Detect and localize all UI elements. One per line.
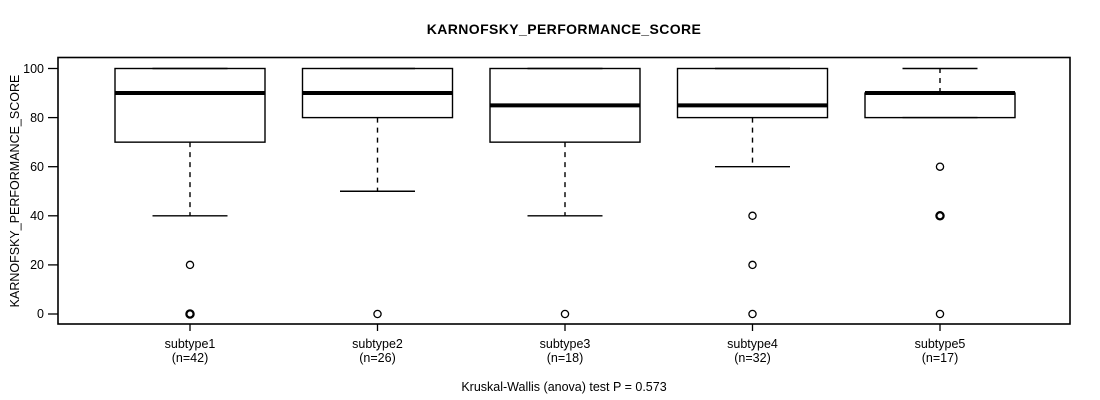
y-tick-label: 60 xyxy=(30,159,44,174)
outlier-point xyxy=(748,309,757,319)
iqr-box xyxy=(114,67,266,143)
outlier-point xyxy=(185,260,195,270)
x-group-name: subtype1 xyxy=(164,337,216,351)
outlier-point xyxy=(935,211,945,221)
plot-frame xyxy=(57,56,1071,325)
x-group-label-subtype2: subtype2 (n=26) xyxy=(303,337,453,365)
x-group-n: (n=32) xyxy=(734,351,771,365)
y-tick-label: 0 xyxy=(37,307,44,321)
outlier-point xyxy=(935,309,945,319)
kruskal-wallis-annotation: Kruskal-Wallis (anova) test P = 0.573 xyxy=(461,380,667,394)
boxplot-subtype3 xyxy=(489,67,641,331)
x-group-name: subtype2 xyxy=(352,337,403,351)
outlier-point xyxy=(935,162,945,171)
x-group-name: subtype5 xyxy=(914,337,966,351)
x-group-n: (n=18) xyxy=(546,351,584,365)
y-tick-label: 40 xyxy=(30,208,44,223)
x-group-name: subtype3 xyxy=(539,337,591,351)
outlier-point xyxy=(560,309,570,319)
iqr-box xyxy=(676,67,829,119)
boxplot-subtype2 xyxy=(301,67,454,331)
x-group-label-subtype5: subtype5 (n=17) xyxy=(865,337,1015,365)
iqr-box xyxy=(864,92,1016,119)
boxplot-subtype4 xyxy=(676,67,829,331)
x-group-n: (n=26) xyxy=(359,351,396,365)
outlier-point xyxy=(373,309,382,319)
x-group-label-subtype3: subtype3 (n=18) xyxy=(490,337,640,365)
outlier-point xyxy=(748,260,757,270)
outlier-point xyxy=(748,211,757,221)
x-group-name: subtype4 xyxy=(727,337,778,351)
outlier-point xyxy=(185,309,195,319)
boxplot-subtype1 xyxy=(114,67,266,331)
x-group-n: (n=42) xyxy=(171,351,209,365)
x-group-label-subtype4: subtype4 (n=32) xyxy=(678,337,828,365)
y-tick-label: 80 xyxy=(30,110,44,125)
chart-title: KARNOFSKY_PERFORMANCE_SCORE xyxy=(426,21,702,37)
y-tick-label: 20 xyxy=(30,257,44,272)
x-group-label-subtype1: subtype1 (n=42) xyxy=(115,337,265,365)
x-group-n: (n=17) xyxy=(921,351,959,365)
y-tick-label: 100 xyxy=(23,61,44,76)
boxplot-subtype5 xyxy=(864,67,1016,331)
